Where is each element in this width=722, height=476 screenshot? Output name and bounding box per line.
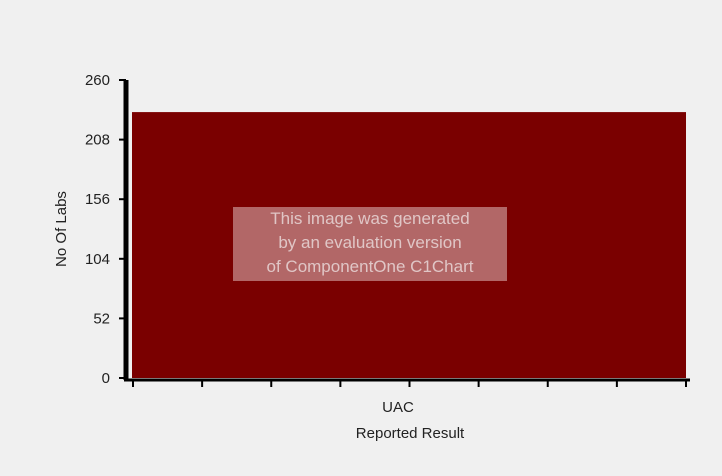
watermark-box bbox=[233, 207, 507, 281]
y-tick-label: 156 bbox=[85, 191, 110, 208]
x-ticks-group bbox=[132, 380, 687, 387]
y-tick-label: 0 bbox=[102, 370, 110, 387]
y-tick-label: 52 bbox=[93, 310, 110, 327]
y-axis-title: No Of Labs bbox=[53, 191, 70, 267]
y-tick-label: 104 bbox=[85, 251, 110, 268]
x-category-labels: UAC bbox=[382, 399, 414, 416]
y-ticks-group: 0 52 104 156 208 260 bbox=[85, 72, 126, 387]
x-axis-title: Reported Result bbox=[356, 425, 465, 442]
watermark: This image was generated by an evaluatio… bbox=[233, 207, 507, 281]
y-tick-label: 208 bbox=[85, 132, 110, 149]
watermark-line-2: by an evaluation version bbox=[278, 233, 461, 252]
x-category-label: UAC bbox=[382, 399, 414, 416]
y-tick-label: 260 bbox=[85, 72, 110, 89]
watermark-line-1: This image was generated bbox=[270, 209, 469, 228]
watermark-line-3: of ComponentOne C1Chart bbox=[267, 257, 474, 276]
